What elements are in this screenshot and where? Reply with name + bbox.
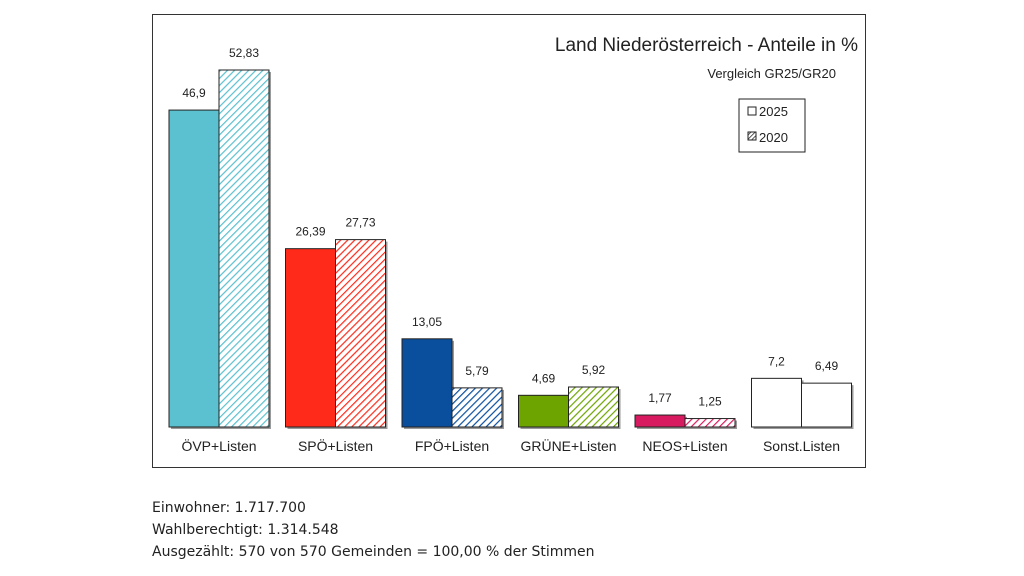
legend: 2025 2020 xyxy=(738,98,806,153)
legend-swatch-2020 xyxy=(747,131,757,141)
value-label-2020-1: 27,73 xyxy=(345,216,375,230)
legend-label-2020: 2020 xyxy=(759,130,788,145)
bars-group xyxy=(168,69,854,430)
value-label-2025-4: 1,77 xyxy=(648,391,672,405)
category-label-1: SPÖ+Listen xyxy=(298,437,373,454)
value-label-2025-2: 13,05 xyxy=(412,315,442,329)
legend-swatch-2025 xyxy=(747,106,757,116)
category-label-2: FPÖ+Listen xyxy=(415,437,489,454)
value-label-2020-0: 52,83 xyxy=(229,46,259,60)
category-label-5: Sonst.Listen xyxy=(763,438,840,454)
value-label-2020-5: 6,49 xyxy=(815,359,839,373)
category-label-4: NEOS+Listen xyxy=(642,438,727,454)
bar-2025-3 xyxy=(518,394,569,428)
bar-2025-0 xyxy=(168,109,220,428)
ausgezaehlt-text: Ausgezählt: 570 von 570 Gemeinden = 100,… xyxy=(152,544,595,560)
bar-2020-0 xyxy=(218,69,270,428)
bar-2025-2 xyxy=(401,338,453,428)
bar-2020-1 xyxy=(335,239,386,428)
legend-label-2025: 2025 xyxy=(759,104,788,119)
bar-2025-1 xyxy=(285,248,336,428)
chart-subtitle: Vergleich GR25/GR20 xyxy=(707,66,836,81)
bar-2020-4 xyxy=(684,418,736,428)
value-labels-group: 46,9 52,83 26,39 27,73 13,05 5,79 4,69 5,92 1,77… xyxy=(182,46,838,409)
einwohner-text: Einwohner: 1.717.700 xyxy=(152,500,306,516)
category-labels-group: ÖVP+Listen SPÖ+Listen FPÖ+Listen GRÜNE+List… xyxy=(181,437,840,454)
category-label-0: ÖVP+Listen xyxy=(181,437,256,454)
value-label-2020-4: 1,25 xyxy=(698,395,722,409)
wahlberechtigt-text: Wahlberechtigt: 1.314.548 xyxy=(152,522,339,538)
bar-2020-5 xyxy=(801,382,852,428)
bar-2025-5 xyxy=(751,377,802,428)
value-label-2020-2: 5,79 xyxy=(465,364,489,378)
bar-2020-3 xyxy=(568,386,619,428)
value-label-2025-1: 26,39 xyxy=(295,225,325,239)
category-label-3: GRÜNE+Listen xyxy=(520,437,616,454)
stats-panel: Einwohner: 1.717.700 Wahlberechtigt: 1.3… xyxy=(152,497,595,563)
value-label-2025-5: 7,2 xyxy=(768,354,785,368)
bar-2020-2 xyxy=(451,387,503,428)
bar-2025-4 xyxy=(634,414,686,428)
value-label-2025-0: 46,9 xyxy=(182,86,206,100)
value-label-2020-3: 5,92 xyxy=(582,363,606,377)
value-label-2025-3: 4,69 xyxy=(532,371,556,385)
chart-title: Land Niederösterreich - Anteile in % xyxy=(555,35,858,56)
